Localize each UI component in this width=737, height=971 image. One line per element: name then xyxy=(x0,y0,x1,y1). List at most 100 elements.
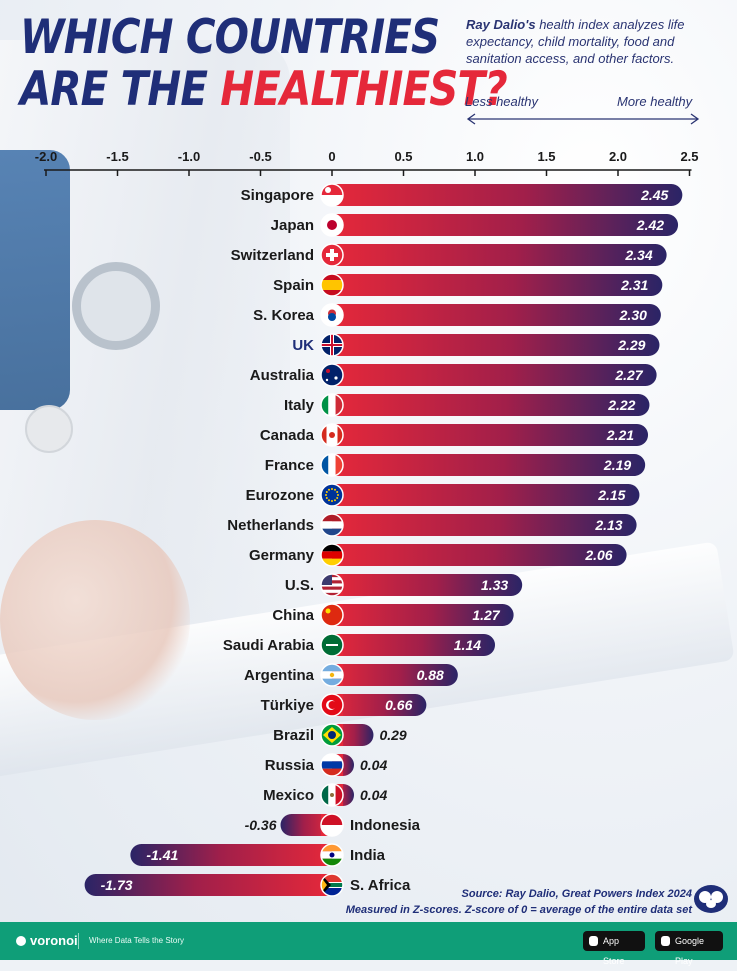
country-label: India xyxy=(350,847,386,864)
india-flag-icon xyxy=(320,843,344,867)
flag-ring xyxy=(320,573,344,597)
netherlands-flag-icon xyxy=(320,513,344,537)
bar-value-label: 0.66 xyxy=(385,697,412,713)
flag-emblem xyxy=(329,672,335,678)
flag-emblem xyxy=(328,488,330,491)
flag-body xyxy=(321,304,343,326)
flag-band xyxy=(321,195,343,206)
bar-value-label: 1.14 xyxy=(454,637,481,653)
flag-band xyxy=(321,678,343,686)
source-note: Source: Ray Dalio, Great Powers Index 20… xyxy=(346,886,692,918)
flag-ring xyxy=(320,663,344,687)
brazil-flag-icon xyxy=(320,723,344,747)
flag-emblem xyxy=(328,499,330,502)
south-korea-flag-icon xyxy=(320,303,344,327)
russia-flag-icon xyxy=(320,753,344,777)
bar-row: 0.88 Argentina xyxy=(244,663,458,687)
flag-body xyxy=(321,394,343,416)
bar-row: 2.29 UK xyxy=(292,333,660,357)
bar-value-label: 1.33 xyxy=(481,577,508,593)
bar-value-label: -1.73 xyxy=(101,877,133,893)
bar-value-label: 2.31 xyxy=(620,277,648,293)
flag-band xyxy=(321,885,343,896)
country-label: U.S. xyxy=(285,577,314,594)
country-label: Germany xyxy=(249,547,315,564)
bar-value-label: 2.21 xyxy=(606,427,634,443)
indonesia-flag-icon xyxy=(320,813,344,837)
eu-flag-icon xyxy=(320,483,344,507)
flag-ring xyxy=(320,303,344,327)
country-label: Japan xyxy=(271,217,314,234)
flag-body xyxy=(321,214,343,236)
country-label: Eurozone xyxy=(246,487,314,504)
flag-body xyxy=(321,184,343,206)
bar xyxy=(332,274,663,296)
bar-row: -1.41 India xyxy=(130,843,386,867)
flag-body xyxy=(321,424,343,446)
flag-band xyxy=(328,454,336,476)
google-play-button[interactable]: Google Play xyxy=(655,931,723,966)
flag-body xyxy=(321,544,343,566)
spain-flag-icon xyxy=(320,273,344,297)
bar-row: 1.14 Saudi Arabia xyxy=(223,633,496,657)
flag-emblem xyxy=(336,491,339,493)
flag-body xyxy=(321,334,343,356)
coat-button-image xyxy=(25,405,73,453)
flag-ring xyxy=(320,633,344,657)
bar xyxy=(332,694,427,716)
flag-ring xyxy=(320,543,344,567)
bar xyxy=(332,364,657,386)
bar-value-label: -1.41 xyxy=(146,847,178,863)
flag-ring xyxy=(320,453,344,477)
bar-value-label: 2.06 xyxy=(584,547,612,563)
flag-emblem xyxy=(325,494,327,496)
flag-ring xyxy=(320,513,344,537)
source-line: Source: Ray Dalio, Great Powers Index 20… xyxy=(461,888,692,900)
bar-value-label: -0.36 xyxy=(245,817,277,833)
bar-value-label: 0.88 xyxy=(417,667,444,683)
scrubs-image xyxy=(0,150,70,410)
country-label: Spain xyxy=(273,277,314,294)
bar-row: 2.27 Australia xyxy=(250,363,657,387)
country-label: S. Africa xyxy=(350,877,411,894)
flag-ring xyxy=(320,603,344,627)
flag-band xyxy=(328,394,336,416)
flag-body xyxy=(321,244,343,266)
app-store-button[interactable]: App Store xyxy=(583,931,645,966)
flag-body xyxy=(321,664,343,686)
bar-value-label: 2.45 xyxy=(640,187,668,203)
bar-row: 1.27 China xyxy=(272,603,514,627)
bar-value-label: 2.29 xyxy=(617,337,645,353)
flag-emblem xyxy=(331,500,333,502)
country-label: Türkiye xyxy=(261,697,314,714)
bar-row: -1.73 S. Africa xyxy=(84,873,411,897)
bar-row: 2.22 Italy xyxy=(284,393,650,417)
flag-emblem xyxy=(334,499,336,502)
x-tick-label: -2.0 xyxy=(35,149,57,164)
bar-value-label: 2.22 xyxy=(607,397,635,413)
bar-row: 0.29 Brazil xyxy=(273,723,407,747)
flag-body xyxy=(321,484,343,506)
france-flag-icon xyxy=(320,453,344,477)
bar-value-label: 1.27 xyxy=(472,607,500,623)
flag-ring xyxy=(320,393,344,417)
bar xyxy=(332,664,458,686)
bar-value-label: 2.19 xyxy=(603,457,631,473)
flag-ring xyxy=(320,783,344,807)
bar-value-label: 2.13 xyxy=(594,517,622,533)
x-tick-label: 2.0 xyxy=(609,149,627,164)
voronoi-brand[interactable]: voronoi xyxy=(16,933,78,948)
flag-band xyxy=(335,454,343,476)
country-label: Indonesia xyxy=(350,817,421,834)
flag-band xyxy=(321,784,329,806)
italy-flag-icon xyxy=(320,393,344,417)
flag-body xyxy=(321,274,343,296)
country-label: Canada xyxy=(260,427,315,444)
bar-value-label: 0.04 xyxy=(360,787,387,803)
flag-body xyxy=(321,694,343,716)
footer-bar: voronoi Where Data Tells the Story App S… xyxy=(0,922,737,966)
flag-band xyxy=(321,844,343,852)
argentina-flag-icon xyxy=(320,663,344,687)
flag-band xyxy=(321,544,343,552)
flag-emblem xyxy=(326,644,338,646)
